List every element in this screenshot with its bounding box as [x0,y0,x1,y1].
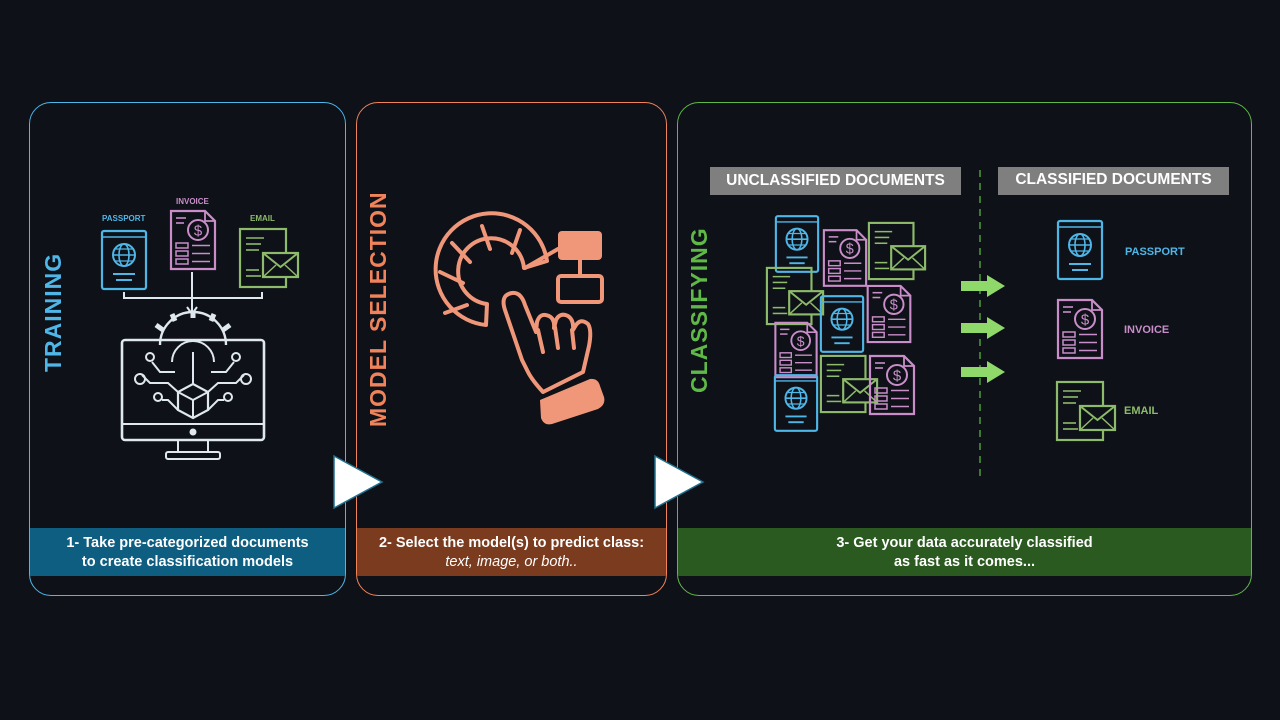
training-label-invoice: INVOICE [176,197,209,206]
training-caption-line1: 1- Take pre-categorized documents [66,535,309,551]
model-selection-caption-line2: text, image, or both.. [445,554,578,570]
email-icon [866,220,928,282]
training-caption-line2: to create classification models [81,554,294,570]
passport-icon [818,293,866,355]
invoice-icon [1055,297,1105,361]
passport-icon [1055,218,1105,282]
invoice-icon [867,353,917,417]
email-icon [237,226,301,290]
model-selection-title: MODEL SELECTION [365,191,391,427]
class-label-invoice: INVOICE [1124,324,1170,336]
training-label-passport: PASSPORT [102,214,146,223]
classifying-caption-line1: 3- Get your data accurately classified [836,535,1093,551]
invoice-icon [821,227,869,289]
passport-icon [99,228,149,292]
model-selection-panel: MODEL SELECTION 2- Select the model(s) t… [356,102,667,596]
training-caption: 1- Take pre-categorized documents to cre… [30,528,345,576]
model-selection-caption-line1: 2- Select the model(s) to predict class: [378,535,645,551]
email-icon [764,265,826,327]
unclassified-documents-header: UNCLASSIFIED DOCUMENTS [710,167,961,195]
invoice-icon [772,320,820,380]
class-label-email: EMAIL [1124,405,1159,417]
training-label-email: EMAIL [250,214,275,223]
passport-icon [772,372,820,434]
email-icon [1054,379,1118,443]
invoice-icon [168,208,218,272]
model-selection-caption: 2- Select the model(s) to predict class:… [357,528,666,576]
invoice-icon [864,283,914,345]
classifying-panel: CLASSIFYING 3- Get your data accurately … [677,102,1252,596]
classified-documents-header: CLASSIFIED DOCUMENTS [998,167,1229,195]
training-title: TRAINING [40,252,66,372]
training-panel: TRAINING 1- Take pre-categorized documen… [29,102,346,596]
classifying-title: CLASSIFYING [686,227,712,393]
class-label-passport: PASSPORT [1125,246,1185,258]
classifying-caption: 3- Get your data accurately classified a… [678,528,1251,576]
classifying-caption-line2: as fast as it comes... [893,554,1036,570]
